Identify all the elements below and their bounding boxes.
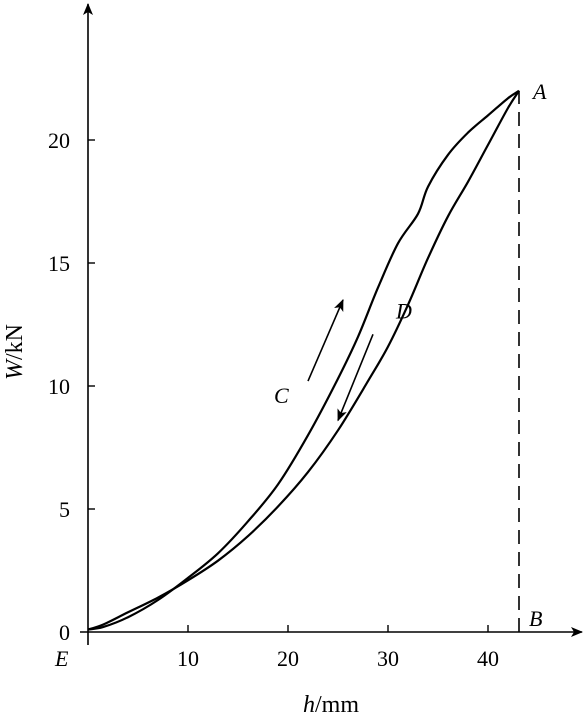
y-ticks: 0 5 10 15 20	[48, 128, 95, 645]
direction-arrows	[307, 298, 374, 422]
loading-direction-arrow	[307, 298, 344, 382]
y-axis-unit: /kN	[2, 324, 28, 360]
point-labels: A B C D E	[54, 79, 547, 671]
x-axis-variable: h	[303, 692, 315, 718]
x-axis-unit: /mm	[315, 692, 359, 718]
y-tick-label: 20	[48, 128, 70, 153]
unloading-curve	[87, 89, 520, 631]
point-label-a: A	[531, 79, 547, 104]
x-ticks: 10 20 30 40	[177, 625, 499, 671]
y-tick-label: 0	[59, 620, 70, 645]
point-label-d: D	[395, 299, 412, 324]
loading-curve	[87, 90, 520, 631]
point-label-b: B	[529, 606, 542, 631]
x-axis-title: h/mm	[303, 692, 359, 718]
point-label-c: C	[274, 383, 289, 408]
y-tick-label: 15	[48, 251, 70, 276]
unloading-direction-arrow	[337, 334, 374, 422]
y-tick-label: 5	[59, 497, 70, 522]
x-tick-label: 20	[277, 646, 299, 671]
x-tick-label: 10	[177, 646, 199, 671]
curves	[87, 89, 520, 631]
y-tick-label: 10	[48, 374, 70, 399]
y-axis-title: W/kN	[2, 324, 28, 380]
x-tick-label: 40	[477, 646, 499, 671]
x-tick-label: 30	[377, 646, 399, 671]
y-axis-variable: W	[2, 358, 28, 380]
point-label-e: E	[54, 646, 69, 671]
